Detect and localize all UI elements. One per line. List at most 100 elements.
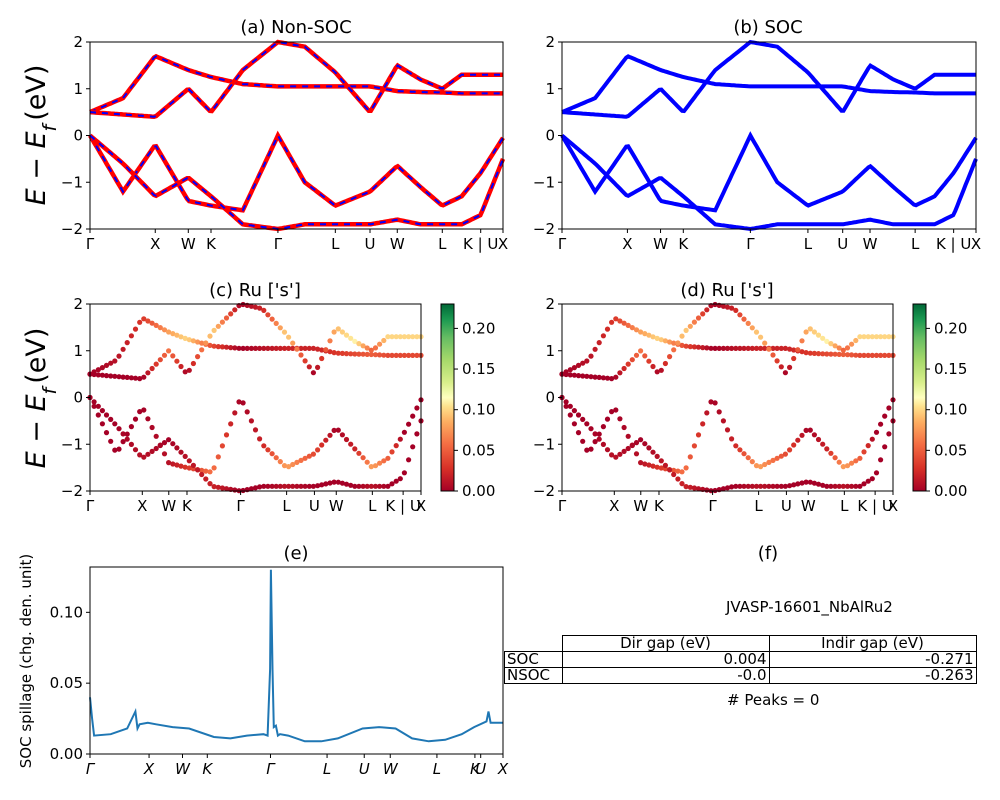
band-point xyxy=(840,347,846,353)
band-point xyxy=(679,469,685,475)
xtick-label: K xyxy=(206,235,217,253)
band-point xyxy=(327,349,333,355)
band-point xyxy=(658,367,664,373)
band-point xyxy=(695,315,702,321)
band-point xyxy=(228,421,234,427)
band-point xyxy=(836,345,842,351)
band-point xyxy=(625,445,631,452)
band-point xyxy=(596,431,602,437)
band-point xyxy=(265,345,271,351)
band-point xyxy=(277,325,283,331)
band-point xyxy=(108,438,114,444)
band-point xyxy=(667,354,673,360)
band-point xyxy=(815,481,822,487)
band-point xyxy=(691,344,698,350)
band-point xyxy=(372,352,379,358)
band-point xyxy=(95,367,101,373)
band-point xyxy=(724,345,731,351)
xtick-label: W xyxy=(383,760,399,778)
band-point xyxy=(265,312,271,318)
band-point xyxy=(633,352,640,358)
band-point xyxy=(257,436,263,442)
band-point xyxy=(207,342,213,348)
band-point xyxy=(128,424,134,430)
band-point xyxy=(745,455,751,461)
panel-d: (d) Ru ['s'] 210−1−2Γ X W K Γ L U W L K | UX 0.20… xyxy=(533,280,968,515)
band-point xyxy=(393,352,399,358)
band-point xyxy=(741,345,747,351)
band-point xyxy=(95,372,101,378)
band-point xyxy=(302,455,308,461)
band-point xyxy=(758,483,764,489)
band-point xyxy=(654,369,660,375)
band-point xyxy=(629,442,635,449)
band-point xyxy=(691,485,698,491)
band-point xyxy=(385,334,391,340)
band-point xyxy=(803,329,809,335)
band-point xyxy=(389,334,395,340)
band-point xyxy=(658,458,664,464)
band-point xyxy=(873,352,880,358)
band-point xyxy=(406,421,412,427)
spillage-line xyxy=(89,569,503,743)
xtick-label: U xyxy=(837,235,848,253)
band-point xyxy=(348,482,354,488)
band-point xyxy=(642,461,648,467)
band-point xyxy=(766,483,772,489)
band-point xyxy=(782,370,789,376)
band-point xyxy=(857,334,863,340)
ylabel-unit-top: (eV) xyxy=(21,65,52,121)
band-point xyxy=(642,441,648,447)
panel-c-plot xyxy=(87,301,424,494)
band-point xyxy=(174,445,180,451)
band-point xyxy=(857,352,863,358)
band-point xyxy=(824,351,830,357)
colorbar-tick-label: 0.10 xyxy=(934,401,967,419)
band-point xyxy=(679,481,685,487)
band-point xyxy=(567,372,573,378)
band-point xyxy=(265,447,271,453)
band-point xyxy=(103,373,110,379)
band-point xyxy=(286,483,292,489)
band-point xyxy=(588,353,594,359)
band-point xyxy=(629,357,635,363)
band-point xyxy=(128,441,134,447)
band-point xyxy=(849,460,855,466)
band-point xyxy=(708,345,714,351)
band-point xyxy=(310,345,316,351)
band-point xyxy=(112,358,118,364)
peaks-count: # Peaks = 0 xyxy=(727,691,820,709)
band-point xyxy=(869,334,875,340)
band-point xyxy=(161,440,168,446)
band-point xyxy=(352,483,358,489)
band-point xyxy=(729,484,735,490)
band-point xyxy=(199,347,205,353)
band-point xyxy=(662,462,669,468)
panel-e-plot xyxy=(89,569,503,743)
band-point xyxy=(252,427,259,433)
band-point xyxy=(675,340,681,346)
band-point xyxy=(799,432,805,438)
band-point xyxy=(753,329,760,335)
band-point xyxy=(609,452,615,458)
band-point xyxy=(621,424,627,431)
band-point xyxy=(186,458,192,464)
panel-f-title: (f) xyxy=(758,543,778,564)
band-point xyxy=(671,467,677,473)
band-point xyxy=(878,334,884,340)
band-point xyxy=(575,412,582,418)
band-point xyxy=(141,374,147,380)
band-point xyxy=(141,407,147,413)
ytick-label: −2 xyxy=(533,482,555,500)
band-point xyxy=(617,370,623,376)
band-point xyxy=(348,335,354,341)
band-point xyxy=(865,352,871,358)
colorbar-tick-label: 0.05 xyxy=(934,441,967,459)
band-point xyxy=(157,357,163,363)
band-point xyxy=(132,326,139,332)
band-point xyxy=(671,471,677,478)
band-point xyxy=(112,373,118,379)
band-point xyxy=(840,464,846,470)
band-point xyxy=(729,436,735,442)
colorbar-d xyxy=(912,303,927,492)
